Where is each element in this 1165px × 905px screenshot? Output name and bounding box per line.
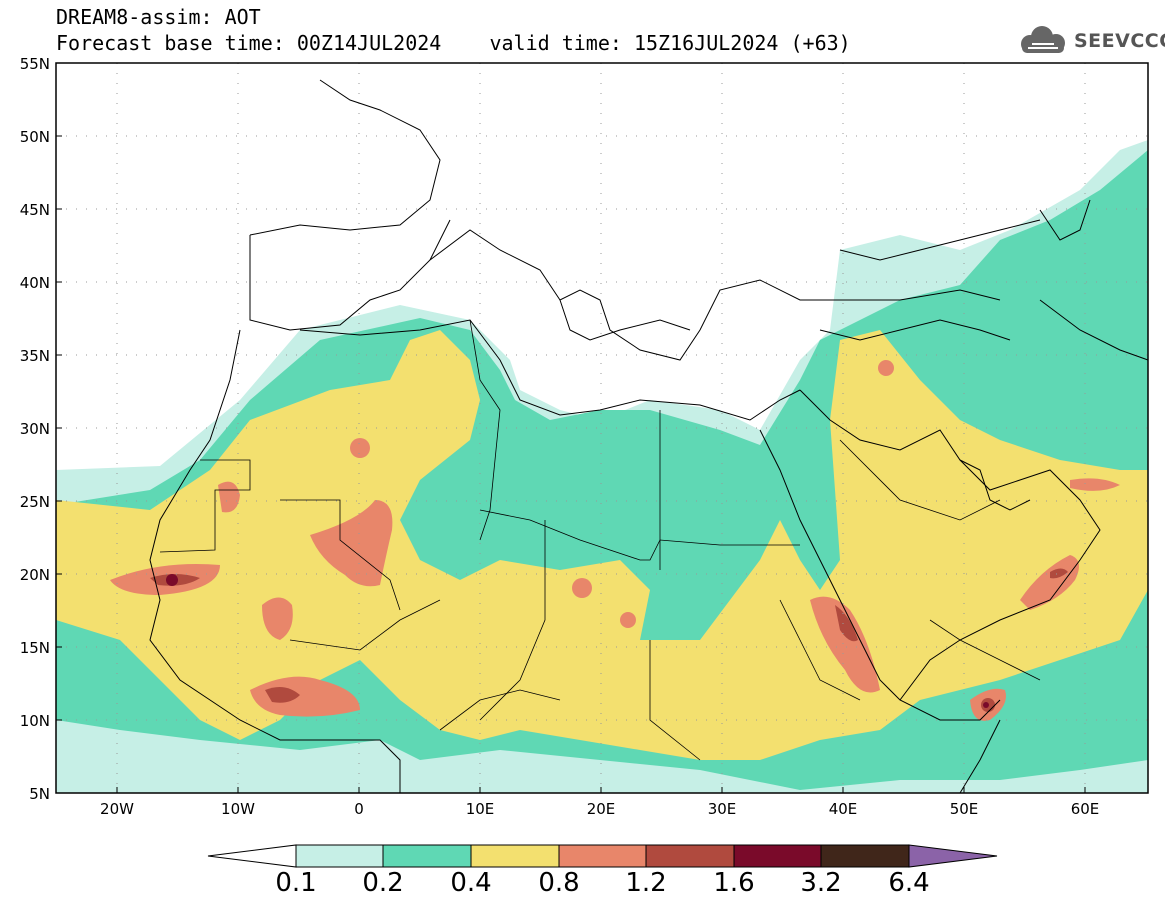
colorbar-label: 3.2 <box>800 868 842 898</box>
lat-label: 50N <box>19 128 50 146</box>
aot-band-1.6 <box>166 574 989 708</box>
lat-label: 30N <box>19 420 50 438</box>
aot-band-0.8 <box>110 360 1120 721</box>
aot-band-0.4 <box>56 330 1148 760</box>
lat-label: 35N <box>19 347 50 365</box>
forecast-time-line: Forecast base time: 00Z14JUL2024 valid t… <box>56 31 851 55</box>
lat-label: 45N <box>19 201 50 219</box>
lat-label: 5N <box>29 785 50 803</box>
colorbar-label: 1.6 <box>713 868 755 898</box>
colorbar-label: 0.8 <box>538 868 580 898</box>
lon-label: 10W <box>221 800 255 818</box>
lat-label: 25N <box>19 493 50 511</box>
colorbar-label: 0.4 <box>450 868 492 898</box>
lat-label: 20N <box>19 566 50 584</box>
lat-label: 55N <box>19 55 50 73</box>
lat-label: 15N <box>19 639 50 657</box>
lon-label: 0 <box>354 800 364 818</box>
colorbar-label: 1.2 <box>625 868 667 898</box>
coastlines <box>149 79 1148 793</box>
country-borders <box>159 319 1041 761</box>
lon-label: 10E <box>465 800 495 818</box>
lon-label: 20E <box>586 800 616 818</box>
map-title: DREAM8-assim: AOT <box>56 5 261 29</box>
logo-text: SEEVCCC <box>1074 30 1165 52</box>
colorbar-label: 0.2 <box>362 868 404 898</box>
axis-ticks <box>56 135 1086 793</box>
lon-label: 20W <box>100 800 134 818</box>
lon-label: 50E <box>949 800 979 818</box>
lon-label: 30E <box>707 800 737 818</box>
cloud-icon <box>1021 26 1065 53</box>
colorbar-label: 6.4 <box>888 868 930 898</box>
lat-label: 10N <box>19 712 50 730</box>
lat-label: 40N <box>19 274 50 292</box>
lon-label: 60E <box>1070 800 1100 818</box>
lon-label: 40E <box>828 800 858 818</box>
colorbar-label: 0.1 <box>275 868 317 898</box>
